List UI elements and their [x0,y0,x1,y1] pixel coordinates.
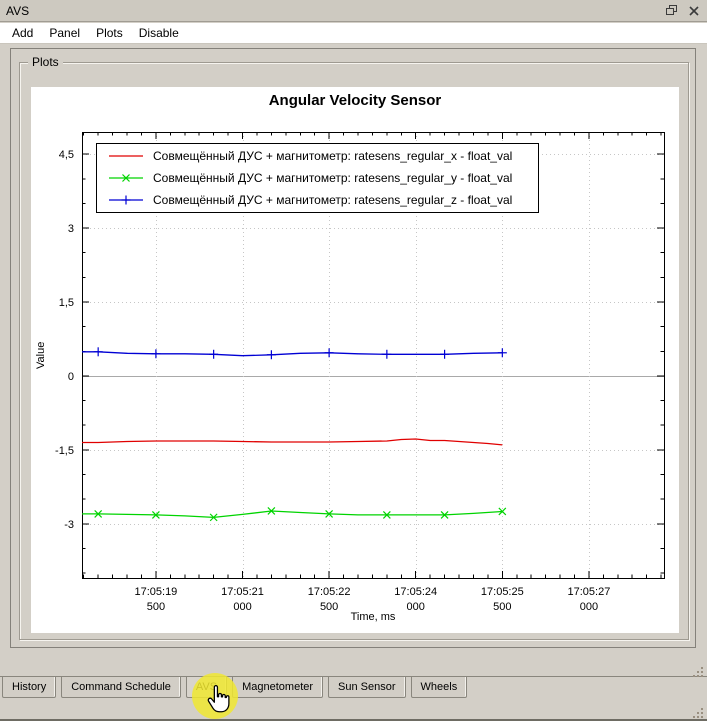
y-axis-label: Value [35,341,47,369]
window-title: AVS [6,3,30,18]
svg-text:17:05:24: 17:05:24 [394,586,437,598]
x-axis-label: Time, ms [350,611,396,623]
tab-command-schedule[interactable]: Command Schedule [61,677,181,698]
tab-sun-sensor[interactable]: Sun Sensor [328,677,406,698]
close-icon [689,5,699,16]
svg-text:17:05:25: 17:05:25 [481,586,524,598]
menu-disable[interactable]: Disable [138,26,179,40]
legend-row: Совмещённый ДУС + магнитометр: ratesens_… [97,145,538,167]
svg-text:000: 000 [233,601,251,613]
legend-line-sample-x [109,155,143,157]
plots-groupbox: Plots [19,55,689,640]
plot-canvas: 4,5 3 1,5 0 -1,5 -3 17:05:19 500 17:05:21 000 17:0… [55,132,665,613]
groupbox-label: Plots [28,55,63,70]
legend-line-sample-y [109,174,143,182]
tab-wheels[interactable]: Wheels [410,677,468,698]
svg-text:000: 000 [407,601,425,613]
hand-cursor-icon [207,685,230,713]
legend-label: Совмещённый ДУС + магнитометр: ratesens_… [153,171,513,185]
tab-history[interactable]: History [2,677,57,698]
splitter-grip[interactable] [693,666,704,677]
tab-magnetometer[interactable]: Magnetometer [232,677,324,698]
plots-panel: Plots 4,5 3 1,5 0 -1,5 -3 17:05:19 500 17:05:21 0… [10,48,696,648]
restore-button[interactable] [663,3,681,19]
resize-grip[interactable] [693,707,704,718]
svg-text:4,5: 4,5 [59,149,74,161]
legend-row: Совмещённый ДУС + магнитометр: ratesens_… [97,189,538,211]
svg-text:17:05:21: 17:05:21 [221,586,264,598]
svg-text:000: 000 [580,601,598,613]
chart-title: Angular Velocity Sensor [268,92,442,109]
svg-text:-3: -3 [64,519,74,531]
svg-text:17:05:27: 17:05:27 [568,586,611,598]
svg-text:-1,5: -1,5 [55,445,74,457]
menu-plots[interactable]: Plots [96,26,123,40]
legend-row: Совмещённый ДУС + магнитометр: ratesens_… [97,167,538,189]
svg-text:17:05:19: 17:05:19 [134,586,177,598]
svg-text:0: 0 [68,371,74,383]
legend: Совмещённый ДУС + магнитометр: ratesens_… [96,143,539,213]
close-button[interactable] [685,3,703,19]
menu-bar: Add Panel Plots Disable [0,23,707,44]
menu-panel[interactable]: Panel [49,26,81,40]
restore-icon [666,5,677,15]
svg-text:1,5: 1,5 [59,297,74,309]
legend-line-sample-z [109,195,143,205]
bottom-tab-bar: History Command Schedule AVS Magnetomete… [0,676,707,698]
svg-text:500: 500 [147,601,165,613]
svg-text:500: 500 [493,601,511,613]
svg-text:500: 500 [320,601,338,613]
menu-add[interactable]: Add [12,26,34,40]
legend-label: Совмещённый ДУС + магнитометр: ratesens_… [153,149,513,163]
svg-text:17:05:22: 17:05:22 [308,586,351,598]
bottom-strip [0,698,707,721]
chart-area: 4,5 3 1,5 0 -1,5 -3 17:05:19 500 17:05:21 000 17:0… [31,87,679,633]
legend-label: Совмещённый ДУС + магнитометр: ratesens_… [153,193,513,207]
titlebar: AVS [0,0,707,22]
svg-text:3: 3 [68,223,74,235]
